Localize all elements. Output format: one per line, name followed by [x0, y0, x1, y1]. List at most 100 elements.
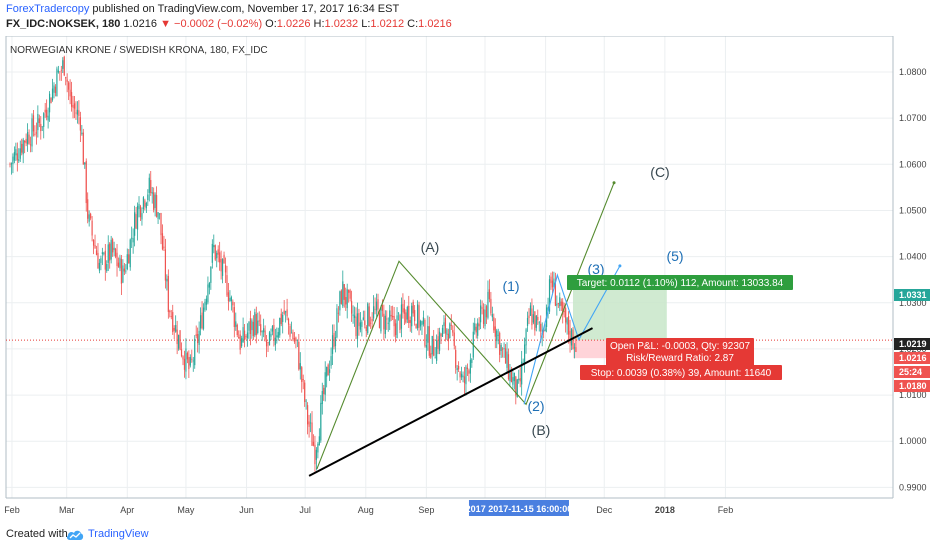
candle-body	[496, 330, 498, 342]
candle-body	[463, 376, 466, 383]
candle-body	[260, 324, 262, 333]
candle-body	[296, 339, 298, 341]
candle-body	[375, 301, 378, 311]
candle-body	[556, 303, 558, 306]
candle-body	[32, 115, 35, 132]
candle-body	[459, 372, 461, 378]
price-badge: 1.0219	[894, 338, 930, 350]
candle-body	[490, 298, 492, 314]
time-tick-label: Jun	[239, 505, 254, 515]
candle-body	[295, 337, 297, 341]
candle-body	[107, 244, 109, 263]
candle-body	[544, 328, 546, 332]
chart-area[interactable]: (A) (B) (C) (1) (2) (3) (5) Target: 0.0112 (1.…	[0, 35, 932, 520]
candle-body	[188, 357, 190, 370]
candle-body	[374, 308, 376, 310]
candle-body	[321, 391, 323, 405]
candle-body	[331, 335, 334, 354]
candle-body	[348, 289, 350, 293]
candle-body	[460, 373, 463, 378]
tradingview-brand[interactable]: TradingView	[88, 528, 149, 540]
candle-body	[268, 332, 271, 346]
candle-body	[559, 297, 561, 307]
candle-body	[207, 284, 209, 303]
candle-body	[122, 265, 124, 283]
candle-body	[562, 301, 564, 315]
crosshair-time-badge: 2017 2017-11-15 16:00:00	[466, 500, 573, 516]
candle-body	[431, 335, 433, 355]
candle-body	[161, 233, 164, 250]
candle-body	[333, 332, 335, 347]
candle-body	[414, 310, 416, 322]
target-label: Target: 0.0112 (1.10%) 112, Amount: 1303…	[567, 275, 793, 290]
candle-body	[282, 314, 284, 323]
candle-body	[92, 239, 95, 246]
candle-body	[512, 377, 514, 385]
candle-body	[458, 365, 460, 370]
candle-body	[478, 323, 480, 327]
candle-body	[183, 358, 186, 370]
stop-label-text: Stop: 0.0039 (0.38%) 39, Amount: 11640	[591, 368, 772, 379]
candle-body	[151, 192, 153, 194]
candle-body	[570, 329, 573, 346]
candle-body	[232, 301, 234, 306]
candle-body	[123, 268, 125, 272]
candle-body	[565, 308, 567, 323]
candle-body	[160, 213, 162, 236]
candle-body	[368, 306, 370, 327]
candle-body	[361, 321, 363, 327]
price-chart[interactable]: (A) (B) (C) (1) (2) (3) (5) Target: 0.0112 (1.…	[0, 35, 932, 520]
candle-body	[233, 307, 235, 327]
candle-body	[343, 284, 345, 300]
candle-body	[365, 326, 367, 332]
candle-body	[437, 336, 439, 349]
candle-body	[136, 205, 139, 230]
candle-body	[531, 308, 533, 326]
candle-body	[254, 312, 256, 336]
candle-body	[76, 109, 79, 115]
low-label: L:	[361, 18, 371, 30]
candle-body	[416, 304, 419, 329]
candle-body	[419, 321, 422, 327]
candle-body	[273, 324, 275, 341]
candle-body	[503, 347, 505, 349]
close-label: C:	[407, 18, 419, 30]
candle-body	[411, 305, 413, 327]
published-text: published on TradingView.com, November 1…	[92, 3, 400, 15]
candle-body	[24, 141, 26, 143]
candle-body	[211, 243, 213, 263]
candle-body	[349, 290, 351, 299]
candle-body	[468, 370, 470, 374]
candle-body	[101, 252, 103, 255]
candle-body	[550, 276, 552, 284]
time-axis[interactable]: FebMarAprMayJunJulAugSepOctNovDec2018Feb…	[0, 497, 932, 520]
candle-body	[169, 310, 171, 313]
candle-body	[271, 326, 274, 332]
author-link[interactable]: ForexTradercopy	[6, 3, 90, 15]
candle-body	[112, 239, 114, 253]
candle-body	[516, 379, 518, 397]
candle-body	[326, 366, 328, 377]
candle-body	[538, 322, 540, 324]
candle-body	[31, 118, 33, 147]
candle-body	[438, 331, 441, 351]
price-axis[interactable]: 1.0800 1.0700 1.0600 1.0500 1.0400 1.0300 1.02…	[892, 36, 932, 498]
candle-body	[566, 318, 568, 325]
candle-body	[70, 92, 73, 107]
candle-body	[40, 123, 42, 132]
candle-body	[156, 195, 158, 217]
candle-body	[481, 307, 483, 309]
candle-body	[535, 315, 537, 328]
candle-body	[12, 156, 14, 165]
candle-body	[430, 353, 432, 358]
candle-body	[509, 369, 511, 382]
wave-label-a: (A)	[421, 239, 440, 255]
candle-body	[109, 243, 111, 261]
candle-body	[182, 356, 184, 360]
candle-body	[314, 444, 316, 465]
crosshair-time-text: 2017 2017-11-15 16:00:00	[466, 504, 573, 514]
candle-body	[528, 315, 530, 319]
candle-body	[397, 312, 400, 314]
candle-body	[62, 60, 64, 69]
candle-body	[293, 337, 296, 342]
